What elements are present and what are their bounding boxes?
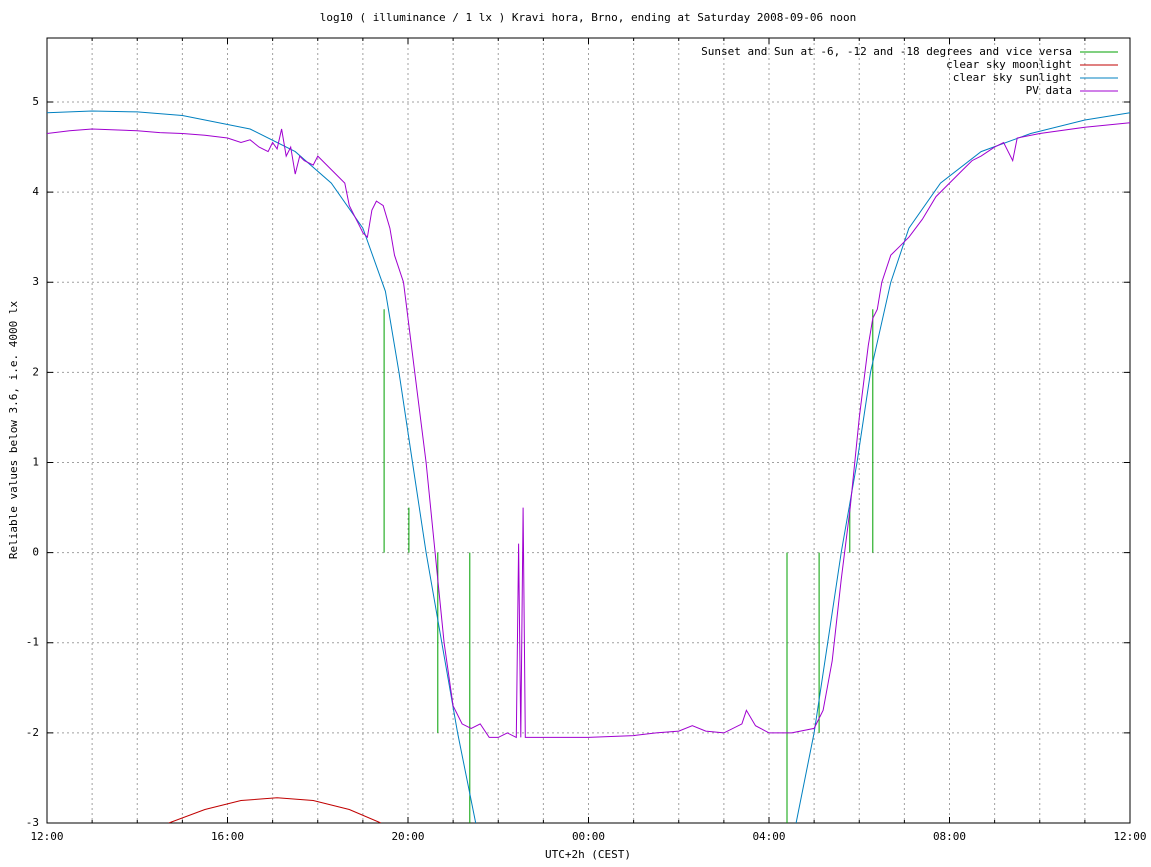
- y-tick-label: -2: [26, 726, 39, 739]
- legend-label: clear sky sunlight: [953, 71, 1072, 84]
- x-axis-label: UTC+2h (CEST): [545, 848, 631, 861]
- series-line: [168, 797, 382, 823]
- x-tick-label: 16:00: [211, 830, 244, 843]
- y-tick-label: 0: [32, 546, 39, 559]
- y-tick-label: 5: [32, 95, 39, 108]
- y-tick-label: -1: [26, 636, 39, 649]
- y-tick-label: 2: [32, 365, 39, 378]
- legend-label: Sunset and Sun at -6, -12 and -18 degree…: [701, 45, 1072, 58]
- plot-frame: [46, 37, 1131, 824]
- series-line: [47, 110, 1130, 823]
- x-tick-label: 12:00: [1113, 830, 1146, 843]
- y-axis-label: Reliable values below 3.6, i.e. 4000 lx: [7, 300, 20, 559]
- series-line: [47, 122, 1130, 739]
- x-tick-label: 00:00: [572, 830, 605, 843]
- chart-title: log10 ( illuminance / 1 lx ) Kravi hora,…: [320, 11, 856, 24]
- series-line: [383, 309, 874, 823]
- x-tick-label: 20:00: [391, 830, 424, 843]
- legend-label: PV data: [1026, 84, 1072, 97]
- y-tick-label: 1: [32, 455, 39, 468]
- x-tick-label: 04:00: [752, 830, 785, 843]
- y-tick-label: 4: [32, 185, 39, 198]
- plot-area: [47, 110, 1130, 823]
- y-tick-label: -3: [26, 816, 39, 829]
- x-tick-label: 12:00: [30, 830, 63, 843]
- legend-label: clear sky moonlight: [946, 58, 1072, 71]
- y-tick-label: 3: [32, 275, 39, 288]
- x-tick-label: 08:00: [933, 830, 966, 843]
